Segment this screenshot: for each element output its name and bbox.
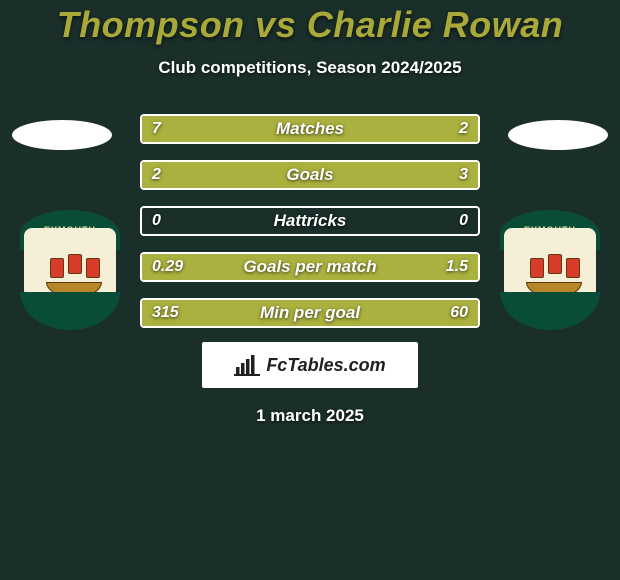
stat-row: 00Hattricks	[140, 206, 480, 236]
stat-bars: 72Matches 23Goals 00Hattricks 0.291.5Goals …	[140, 114, 480, 344]
subtitle: Club competitions, Season 2024/2025	[0, 58, 620, 78]
crest-icon: EYMOUTH	[500, 210, 600, 330]
stat-label: Goals per match	[142, 254, 478, 280]
left-ellipse-decoration	[12, 120, 112, 150]
brand-text: FcTables.com	[266, 355, 385, 376]
date-label: 1 march 2025	[0, 406, 620, 426]
crest-bottom	[500, 292, 600, 330]
stat-row: 31560Min per goal	[140, 298, 480, 328]
stat-row: 0.291.5Goals per match	[140, 252, 480, 282]
crest-center	[504, 228, 596, 298]
stat-label: Hattricks	[142, 208, 478, 234]
crest-bottom	[20, 292, 120, 330]
page-title: Thompson vs Charlie Rowan	[0, 0, 620, 46]
bar-chart-icon	[234, 354, 260, 376]
crest-center	[24, 228, 116, 298]
stat-row: 23Goals	[140, 160, 480, 190]
left-club-crest: EYMOUTH	[20, 210, 120, 310]
stat-row: 72Matches	[140, 114, 480, 144]
right-ellipse-decoration	[508, 120, 608, 150]
comparison-panel: EYMOUTH EYMOUTH	[0, 110, 620, 450]
crest-icon: EYMOUTH	[20, 210, 120, 330]
stat-label: Matches	[142, 116, 478, 142]
stat-label: Min per goal	[142, 300, 478, 326]
right-club-crest: EYMOUTH	[500, 210, 600, 310]
brand-watermark: FcTables.com	[202, 342, 418, 388]
stat-label: Goals	[142, 162, 478, 188]
